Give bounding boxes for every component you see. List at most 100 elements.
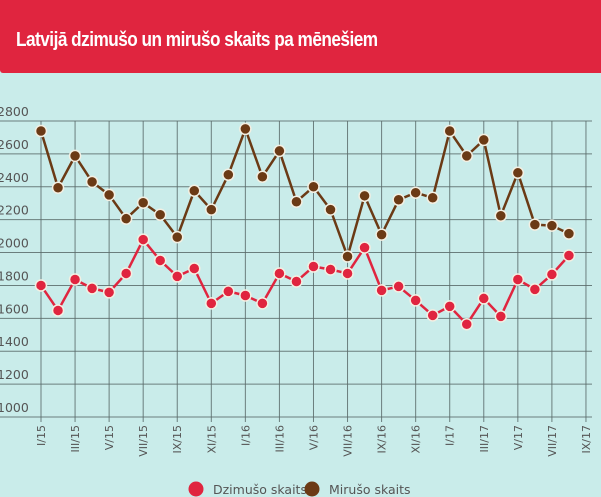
data-point: [545, 219, 559, 232]
x-tick-label: I/16: [239, 425, 252, 446]
data-point: [443, 124, 456, 138]
data-point: [136, 233, 150, 246]
data-point: [273, 267, 286, 280]
y-tick-label: 2200: [0, 203, 29, 218]
data-point: [68, 273, 82, 286]
data-point: [85, 282, 99, 295]
data-point: [409, 186, 422, 199]
data-point: [341, 250, 354, 263]
x-tick-label: XI/15: [205, 425, 218, 453]
data-point: [460, 318, 473, 331]
x-tick-label: V/15: [103, 425, 116, 450]
data-point: [85, 175, 99, 189]
data-point: [68, 149, 82, 163]
data-point: [307, 180, 320, 194]
x-axis-ticks: I/15 III/15 V/15 VII/15 IX/15 XI/15 I/16 III/16…: [35, 425, 593, 457]
grid: [0, 120, 592, 422]
x-tick-label: IX/15: [171, 425, 184, 453]
data-point: [494, 310, 508, 323]
data-point: [426, 309, 439, 322]
data-point: [358, 241, 371, 254]
data-point: [51, 181, 65, 195]
data-point: [358, 189, 371, 203]
data-point: [528, 218, 542, 231]
data-point: [392, 280, 405, 293]
data-point: [222, 285, 235, 298]
data-point: [136, 196, 150, 209]
data-point: [324, 203, 337, 216]
data-point: [119, 212, 133, 225]
x-tick-label: V/16: [307, 425, 320, 450]
data-point: [562, 227, 576, 240]
legend-marker-icon: [188, 481, 204, 497]
legend-item: Dzimušo skaits: [188, 481, 307, 497]
data-point: [375, 228, 388, 241]
data-point: [119, 267, 133, 280]
x-tick-label: XI/16: [410, 425, 423, 453]
series-births: [34, 233, 576, 331]
data-point: [426, 191, 439, 205]
data-point: [460, 149, 473, 163]
data-point: [170, 230, 184, 244]
chart-header: Latvijā dzimušo un mirušo skaits pa mēne…: [0, 0, 601, 73]
y-tick-label: 2800: [0, 104, 29, 119]
data-point: [562, 249, 576, 262]
data-point: [188, 184, 201, 197]
data-point: [494, 209, 508, 222]
data-point: [51, 304, 65, 317]
legend-label: Dzimušo skaits: [213, 482, 307, 497]
data-point: [205, 297, 218, 310]
data-point: [511, 273, 525, 286]
data-point: [324, 263, 337, 276]
x-tick-label: V/17: [512, 425, 525, 450]
data-point: [375, 284, 388, 297]
data-point: [256, 297, 269, 310]
data-point: [34, 279, 48, 292]
data-point: [477, 292, 491, 305]
data-point: [102, 188, 116, 202]
data-point: [239, 122, 252, 136]
data-point: [188, 262, 201, 275]
x-tick-label: VII/16: [342, 425, 355, 457]
x-tick-label: IX/17: [580, 425, 593, 453]
data-point: [239, 289, 252, 302]
series-line: [39, 127, 570, 258]
data-point: [307, 260, 320, 273]
y-tick-label: 1600: [0, 301, 29, 316]
data-point: [341, 267, 354, 280]
data-point: [222, 168, 235, 182]
x-tick-label: VII/15: [137, 425, 150, 457]
data-point: [153, 254, 167, 267]
chart-title: Latvijā dzimušo un mirušo skaits pa mēne…: [16, 29, 378, 51]
data-point: [545, 268, 559, 281]
data-point: [392, 193, 405, 207]
legend-item: Mirušo skaits: [304, 481, 411, 497]
y-axis-ticks: 1000 1200 1400 1600 1800 2000 2200 2400 2600 2800: [0, 104, 29, 415]
data-point: [34, 124, 48, 138]
data-point: [256, 170, 269, 183]
data-point: [273, 144, 286, 158]
legend-marker-icon: [304, 481, 320, 497]
y-tick-label: 1000: [0, 400, 29, 415]
legend: Dzimušo skaits Mirušo skaits: [188, 481, 411, 497]
data-point: [290, 275, 303, 288]
data-point: [477, 133, 491, 147]
y-tick-label: 1200: [0, 367, 29, 382]
data-point: [528, 283, 542, 296]
x-tick-label: III/17: [478, 425, 491, 452]
x-tick-label: I/15: [35, 425, 48, 446]
data-point: [170, 270, 184, 283]
y-tick-label: 2400: [0, 170, 29, 185]
data-point: [409, 294, 422, 307]
y-tick-label: 2600: [0, 137, 29, 152]
data-point: [443, 300, 456, 313]
data-point: [511, 166, 525, 180]
x-tick-label: VII/17: [546, 425, 559, 457]
data-point: [205, 203, 218, 216]
data-point: [102, 286, 116, 299]
legend-label: Mirušo skaits: [329, 482, 411, 497]
series-deaths: [34, 122, 576, 263]
data-point: [290, 195, 303, 208]
x-tick-label: III/15: [69, 425, 82, 452]
